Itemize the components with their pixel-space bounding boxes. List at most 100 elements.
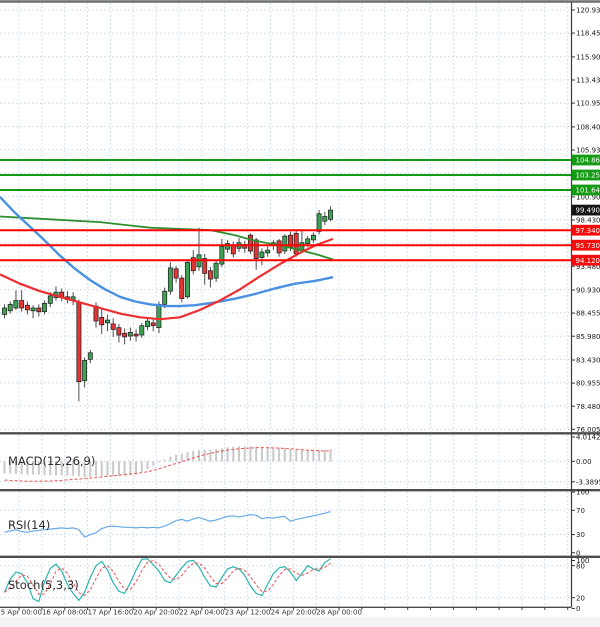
candle-up — [213, 262, 219, 279]
candle-up — [328, 209, 333, 220]
date-label: 16 Apr 08:00 — [42, 609, 88, 617]
candle-up — [310, 234, 316, 241]
price-tick-label: 98.430 — [576, 217, 600, 225]
date-label: 15 Apr 00:00 — [0, 609, 42, 617]
candle-down — [122, 332, 128, 338]
price-badge — [571, 184, 600, 196]
candle-up — [305, 238, 311, 244]
candle-up — [127, 331, 133, 337]
candle-up — [282, 235, 288, 252]
candle-down — [116, 327, 122, 336]
macd-signal-line — [4, 447, 331, 482]
price-tick-label: 115.905 — [576, 54, 600, 62]
candle-up — [7, 303, 13, 312]
candle-up — [13, 300, 19, 309]
price-tick-label: 90.930 — [576, 287, 600, 295]
candle-down — [36, 307, 42, 313]
candle-down — [293, 232, 299, 255]
panel-borders — [0, 0, 600, 608]
price-tick-label: 83.430 — [576, 357, 600, 365]
candle-down — [150, 322, 156, 327]
price-badge-label: 94.120 — [576, 257, 600, 265]
price-tick-label: 113.430 — [576, 77, 600, 85]
candle-up — [47, 295, 53, 304]
candle-down — [230, 245, 236, 255]
price-badge — [571, 204, 600, 216]
candle-up — [322, 216, 328, 222]
candle-up — [156, 303, 162, 328]
candle-up — [299, 242, 305, 251]
price-level-lines — [0, 159, 572, 262]
candle-down — [276, 240, 282, 254]
date-axis[interactable]: 15 Apr 00:00 16 Apr 08:00 17 Apr 16:00 20 A… — [0, 607, 569, 617]
stoch-k-line — [3, 558, 331, 603]
indicator-tick-label: 30 — [576, 531, 585, 539]
price-tick-label: 118.455 — [576, 30, 600, 38]
candle-down — [133, 333, 139, 337]
candle-up — [316, 213, 322, 232]
price-badge-label: 101.640 — [576, 187, 600, 195]
candle-up — [219, 246, 225, 265]
macd-label: MACD(12,26,9) — [8, 454, 95, 468]
candle-down — [202, 258, 208, 274]
price-tick-label: 120.930 — [576, 7, 600, 15]
price-badge — [571, 169, 600, 181]
stoch-panel-plot — [3, 558, 331, 603]
candle-up — [105, 319, 110, 324]
price-tick-label: 80.955 — [576, 380, 600, 388]
grid-lines — [0, 3, 571, 606]
price-badge-label: 103.250 — [576, 172, 600, 180]
ma-red-line — [0, 237, 334, 321]
price-tick-label: 93.480 — [576, 263, 600, 271]
date-label: 24 Apr 20:00 — [271, 609, 317, 617]
indicator-tick-label: 70 — [576, 507, 585, 515]
price-tick-label: 105.930 — [576, 147, 600, 155]
date-label: 28 Apr 00:00 — [316, 609, 362, 617]
candle-up — [259, 251, 265, 258]
candle-down — [24, 304, 30, 311]
price-badge — [571, 254, 600, 266]
candle-up — [2, 307, 7, 315]
price-tick-label: 108.405 — [576, 124, 600, 132]
candle-down — [248, 234, 253, 252]
indicator-tick-label: 100 — [576, 557, 589, 565]
candle-up — [265, 249, 271, 254]
price-axis[interactable]: 120.930 118.455 115.905 113.430 110.955 108.4… — [571, 7, 600, 434]
price-tick-label: 110.955 — [576, 100, 600, 108]
footer-strip — [0, 617, 600, 627]
price-tick-label: 76.005 — [576, 426, 600, 434]
price-level-badges: 104.860 103.250 101.640 99.490 97.340 95.730 9… — [571, 154, 600, 266]
indicator-tick-label: 0.00 — [576, 458, 592, 466]
price-tick-label: 88.455 — [576, 310, 600, 318]
price-tick-label: 100.905 — [576, 194, 600, 202]
candle-down — [99, 316, 105, 326]
indicator-tick-label: 80 — [576, 562, 585, 570]
candle-down — [173, 268, 179, 279]
price-badge-label: 104.860 — [576, 157, 600, 165]
candle-up — [225, 243, 231, 250]
candle-down — [110, 323, 116, 330]
candle-down — [207, 270, 213, 280]
candle-down — [179, 277, 185, 299]
candle-up — [185, 261, 190, 298]
candle-down — [253, 239, 259, 259]
price-badge-label: 95.730 — [576, 242, 600, 250]
indicator-tick-label: 20 — [576, 594, 585, 602]
candle-up — [42, 302, 47, 313]
date-label: 22 Apr 04:00 — [179, 609, 225, 617]
indicator-tick-label: 0 — [576, 549, 580, 557]
price-tick-label: 78.480 — [576, 403, 600, 411]
price-badge — [571, 239, 600, 251]
indicator-tick-label: 4.0142 — [576, 434, 600, 442]
date-label: 23 Apr 12:00 — [225, 609, 271, 617]
date-label: 20 Apr 20:00 — [133, 609, 179, 617]
candle-up — [162, 290, 168, 305]
stoch-label: Stoch(5,3,3) — [8, 578, 79, 592]
candle-down — [190, 257, 196, 272]
candle-up — [139, 325, 145, 336]
macd-panel-plot — [3, 446, 332, 482]
rsi-panel-plot — [4, 510, 331, 538]
